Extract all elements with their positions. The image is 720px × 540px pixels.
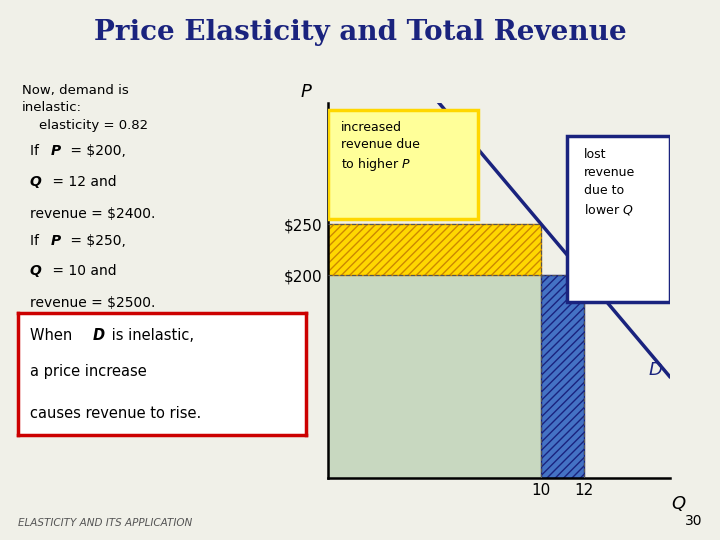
Text: P: P — [51, 144, 61, 158]
Text: Q: Q — [30, 264, 41, 278]
Text: causes revenue to rise.: causes revenue to rise. — [30, 406, 201, 421]
Text: = $250,: = $250, — [66, 234, 125, 248]
Text: If: If — [30, 234, 43, 248]
Bar — [541, 275, 584, 478]
Text: 30: 30 — [685, 514, 702, 528]
Text: ELASTICITY AND ITS APPLICATION: ELASTICITY AND ITS APPLICATION — [18, 518, 192, 528]
Bar — [328, 224, 541, 275]
Text: Q: Q — [30, 175, 41, 189]
Text: revenue = $2400.: revenue = $2400. — [30, 207, 155, 221]
Text: = 10 and: = 10 and — [48, 264, 117, 278]
Text: a price increase: a price increase — [30, 364, 146, 379]
Text: $\mathbf{\mathit{P}}$: $\mathbf{\mathit{P}}$ — [300, 83, 312, 101]
Text: = $200,: = $200, — [66, 144, 125, 158]
FancyBboxPatch shape — [567, 137, 670, 301]
Text: When: When — [30, 328, 76, 343]
Text: lost
revenue
due to
lower $\mathbf{\mathit{Q}}$: lost revenue due to lower $\mathbf{\math… — [584, 147, 635, 218]
Text: $\mathbf{\mathit{D}}$: $\mathbf{\mathit{D}}$ — [648, 361, 663, 379]
Text: is inelastic,: is inelastic, — [107, 328, 194, 343]
Text: = 12 and: = 12 and — [48, 175, 117, 189]
Text: $\mathbf{\mathit{Q}}$: $\mathbf{\mathit{Q}}$ — [671, 494, 687, 513]
Text: revenue = $2500.: revenue = $2500. — [30, 296, 155, 310]
Text: Price Elasticity and Total Revenue: Price Elasticity and Total Revenue — [94, 19, 626, 46]
Text: D: D — [93, 328, 105, 343]
Text: P: P — [51, 234, 61, 248]
Bar — [328, 275, 584, 478]
Text: Now, demand is
inelastic:
    elasticity = 0.82: Now, demand is inelastic: elasticity = 0… — [22, 84, 148, 132]
Text: If: If — [30, 144, 43, 158]
Text: increased
revenue due
to higher $\mathbf{\mathit{P}}$: increased revenue due to higher $\mathbf… — [341, 122, 420, 173]
FancyBboxPatch shape — [328, 110, 478, 219]
